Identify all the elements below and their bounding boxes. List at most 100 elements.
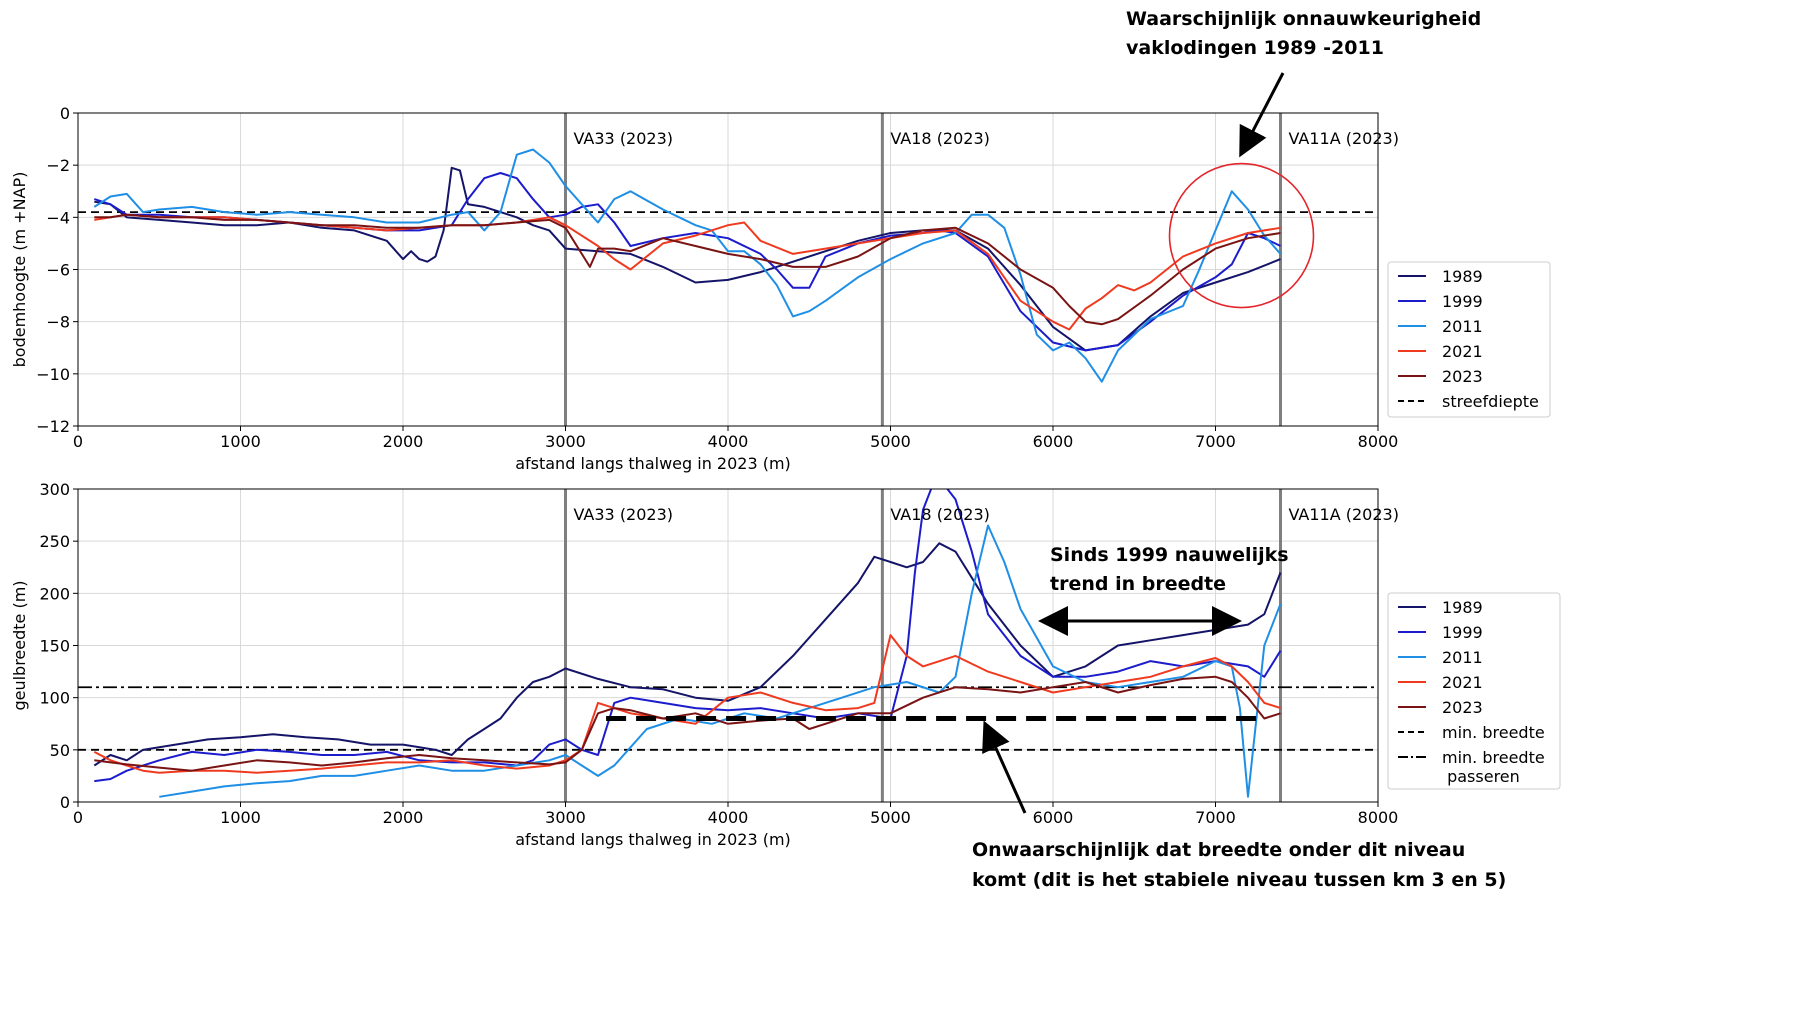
legend-label: min. breedte passeren — [1442, 748, 1545, 786]
legend-label: 1989 — [1442, 598, 1483, 617]
figure: 0 1000 2000 3000 4000 5000 6000 7000 80000−2−4−6… — [10, 8, 1561, 891]
y-tick-label: 50 — [50, 741, 70, 760]
legend-label-line: streefdiepte — [1442, 392, 1539, 411]
x-axis-label: afstand langs thalweg in 2023 (m) — [515, 454, 791, 473]
series-line-2021 — [93, 634, 1281, 774]
x-tick-label: 0 — [73, 808, 83, 827]
legend-label: min. breedte — [1442, 723, 1545, 742]
x-tick-label: 7000 — [1195, 808, 1236, 827]
x-tick-label: 5000 — [870, 808, 911, 827]
series-line-2011 — [159, 524, 1282, 798]
x-tick-label: 4000 — [708, 432, 749, 451]
y-tick-label: −4 — [46, 208, 70, 227]
top-annotation-line2: vaklodingen 1989 -2011 — [1126, 37, 1384, 59]
legend-label-line: min. breedte — [1442, 748, 1545, 767]
axes-frame — [77, 488, 1379, 803]
x-tick-label: 6000 — [1033, 432, 1074, 451]
x-tick-label: 1000 — [220, 808, 261, 827]
x-tick-label: 0 — [73, 432, 83, 451]
bottom-note-arrow — [982, 720, 1027, 814]
legend-label-line: 1989 — [1442, 598, 1483, 617]
legend-label: 1989 — [1442, 267, 1483, 286]
y-tick-label: 100 — [39, 689, 70, 708]
series-line-2021 — [94, 213, 1281, 331]
x-tick-label: 4000 — [708, 808, 749, 827]
series-group — [93, 489, 1282, 798]
y-tick-label: 150 — [39, 637, 70, 656]
width-chart-panel: 0 1000 2000 3000 4000 5000 6000 7000 8000 0 50 100 1… — [10, 480, 1561, 849]
legend-box — [1387, 261, 1551, 418]
y-tick-label: 300 — [39, 480, 70, 499]
legend-label-line: 2011 — [1442, 648, 1483, 667]
bottom-note-line2: komt (dit is het stabiele niveau tussen … — [972, 869, 1506, 891]
x-tick-label: 8000 — [1358, 808, 1399, 827]
width-trend-line1: Sinds 1999 nauwelijks — [1050, 544, 1289, 566]
legend-label-line: 2023 — [1442, 367, 1483, 386]
x-tick-label: 2000 — [383, 808, 424, 827]
legend-label-line: min. breedte — [1442, 723, 1545, 742]
station-label: VA33 (2023) — [574, 129, 674, 148]
station-label: VA18 (2023) — [890, 505, 990, 524]
legend-label-line: 2023 — [1442, 698, 1483, 717]
width-trend-line2: trend in breedte — [1050, 573, 1226, 595]
legend-label: 2023 — [1442, 367, 1483, 386]
x-tick-label: 8000 — [1358, 432, 1399, 451]
legend-label-line: 1989 — [1442, 267, 1483, 286]
y-tick-label: 0 — [60, 104, 70, 123]
y-tick-label: −10 — [36, 365, 70, 384]
x-tick-label: 6000 — [1033, 808, 1074, 827]
series-line-1999 — [94, 489, 1282, 783]
station-label: VA18 (2023) — [890, 129, 990, 148]
annotations-layer: Waarschijnlijk onnauwkeurigheid vaklodin… — [606, 8, 1506, 891]
legend-label: 1999 — [1442, 623, 1483, 642]
grid: 0 1000 2000 3000 4000 5000 6000 7000 8000 0 50 100 1… — [39, 480, 1398, 827]
x-tick-label: 2000 — [383, 432, 424, 451]
bottom-note-line1: Onwaarschijnlijk dat breedte onder dit n… — [972, 839, 1465, 861]
legend: 1989 1999 2011 2021 2023 streefdiepte — [1387, 261, 1551, 418]
legend-label: 2011 — [1442, 317, 1483, 336]
top-annotation-arrow — [1239, 72, 1285, 158]
grid: 0 1000 2000 3000 4000 5000 6000 7000 8000 0 −2 −4 −6… — [36, 104, 1398, 451]
legend-label: streefdiepte — [1442, 392, 1539, 411]
x-tick-label: 7000 — [1195, 432, 1236, 451]
top-annotation-line1: Waarschijnlijk onnauwkeurigheid — [1126, 8, 1481, 30]
y-tick-label: −8 — [46, 313, 70, 332]
legend-label-line: 1999 — [1442, 292, 1483, 311]
y-axis-label: bodemhoogte (m +NAP) — [10, 172, 29, 368]
station-label: VA33 (2023) — [574, 505, 674, 524]
series-line-2011 — [93, 148, 1282, 383]
legend-label: 2011 — [1442, 648, 1483, 667]
depth-chart-panel: 0 1000 2000 3000 4000 5000 6000 7000 8000 0 −2 −4 −6… — [10, 104, 1551, 473]
legend-label-line: 2021 — [1442, 673, 1483, 692]
x-tick-label: 3000 — [545, 808, 586, 827]
legend-box — [1387, 592, 1561, 790]
y-tick-label: 0 — [60, 793, 70, 812]
legend-label: 2021 — [1442, 673, 1483, 692]
y-tick-label: −2 — [46, 156, 70, 175]
x-tick-label: 3000 — [545, 432, 586, 451]
station-label: VA11A (2023) — [1289, 129, 1399, 148]
series-group — [93, 148, 1282, 383]
y-axis-label: geulbreedte (m) — [10, 580, 29, 710]
y-tick-label: −6 — [46, 261, 70, 280]
legend-label: 2023 — [1442, 698, 1483, 717]
series-line-1989 — [93, 542, 1282, 767]
legend-label-line: 2011 — [1442, 317, 1483, 336]
legend-label-line: 1999 — [1442, 623, 1483, 642]
inaccuracy-circle — [1168, 162, 1315, 309]
legend-label-line: passeren — [1442, 767, 1520, 786]
station-label: VA11A (2023) — [1289, 505, 1399, 524]
legend-label: 2021 — [1442, 342, 1483, 361]
x-tick-label: 5000 — [870, 432, 911, 451]
x-axis-label: afstand langs thalweg in 2023 (m) — [515, 830, 791, 849]
y-tick-label: −12 — [36, 417, 70, 436]
axes-frame — [77, 112, 1379, 427]
series-line-2023 — [94, 213, 1281, 326]
legend-label-line: 2021 — [1442, 342, 1483, 361]
y-tick-label: 250 — [39, 532, 70, 551]
x-tick-label: 1000 — [220, 432, 261, 451]
legend-label: 1999 — [1442, 292, 1483, 311]
y-tick-label: 200 — [39, 584, 70, 603]
series-line-2023 — [94, 675, 1281, 772]
